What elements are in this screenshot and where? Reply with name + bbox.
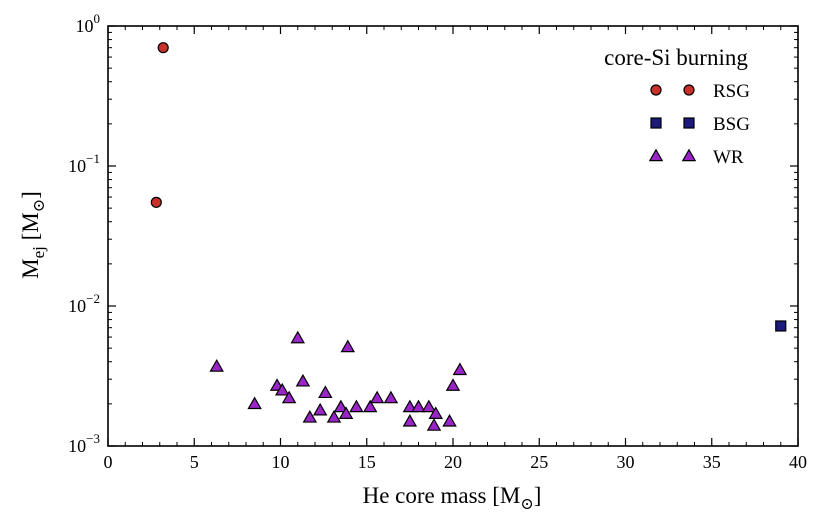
- y-axis-title: Mej [M⊙]: [18, 191, 48, 279]
- x-tick-label: 20: [444, 452, 462, 472]
- axes: 0 5 10 15 20 25 30 35 40 100 10−1 10−2 10−3: [68, 11, 807, 472]
- legend: core-Si burning RSG BSG WR: [604, 45, 750, 168]
- data-point-wr: [349, 399, 364, 413]
- data-point-wr: [421, 399, 437, 413]
- data-point-wr: [383, 390, 399, 404]
- data-point-wr: [402, 413, 418, 427]
- x-tick-label: 30: [617, 452, 635, 472]
- x-tick-label: 15: [358, 452, 376, 472]
- legend-label-bsg: BSG: [713, 114, 750, 135]
- x-tick-label: 35: [703, 452, 721, 472]
- data-point-wr: [402, 399, 418, 413]
- x-tick-label: 0: [104, 452, 113, 472]
- legend-marker-bsg: [650, 117, 662, 129]
- data-point-wr: [442, 413, 457, 427]
- data-point-bsg: [775, 320, 787, 332]
- data-point-wr: [247, 396, 262, 410]
- x-tick-label: 40: [789, 452, 807, 472]
- legend-marker-rsg: [683, 84, 695, 96]
- y-tick-label: 10−1: [68, 151, 100, 176]
- legend-label-wr: WR: [713, 147, 744, 168]
- data-point-rsg: [150, 196, 162, 208]
- x-axis-title: He core mass [M⊙]: [363, 483, 542, 513]
- data-point-wr: [452, 362, 468, 376]
- data-point-rsg: [157, 42, 169, 54]
- x-tick-label: 25: [530, 452, 548, 472]
- data-point-wr: [318, 385, 333, 399]
- data-point-wr: [411, 399, 426, 413]
- data-point-wr: [295, 373, 311, 387]
- data-point-wr: [338, 406, 354, 419]
- data-point-wr: [274, 382, 290, 396]
- y-tick-label: 100: [76, 11, 101, 36]
- legend-title: core-Si burning: [604, 45, 748, 70]
- y-tick-label: 10−3: [68, 431, 100, 456]
- data-point-wr: [340, 339, 356, 353]
- data-point-wr: [281, 390, 297, 404]
- data-point-wr: [362, 399, 378, 413]
- data-point-wr: [326, 410, 342, 423]
- y-tick-label: 10−2: [68, 291, 100, 316]
- x-tick-label: 10: [272, 452, 290, 472]
- x-tick-label: 5: [190, 452, 199, 472]
- data-point-wr: [312, 402, 328, 416]
- data-point-wr: [426, 418, 442, 431]
- data-point-wr: [333, 399, 349, 413]
- data-point-wr: [302, 410, 318, 423]
- legend-marker-wr: [648, 148, 664, 162]
- data-point-wr: [445, 378, 461, 391]
- data-point-wr: [209, 359, 224, 372]
- legend-label-rsg: RSG: [713, 81, 750, 102]
- legend-marker-wr: [681, 148, 697, 162]
- data-point-wr: [290, 330, 305, 344]
- data-point-wr: [428, 406, 443, 419]
- legend-marker-bsg: [683, 117, 695, 129]
- plot-area: [150, 42, 787, 431]
- legend-marker-rsg: [650, 84, 662, 96]
- data-point-wr: [369, 390, 385, 404]
